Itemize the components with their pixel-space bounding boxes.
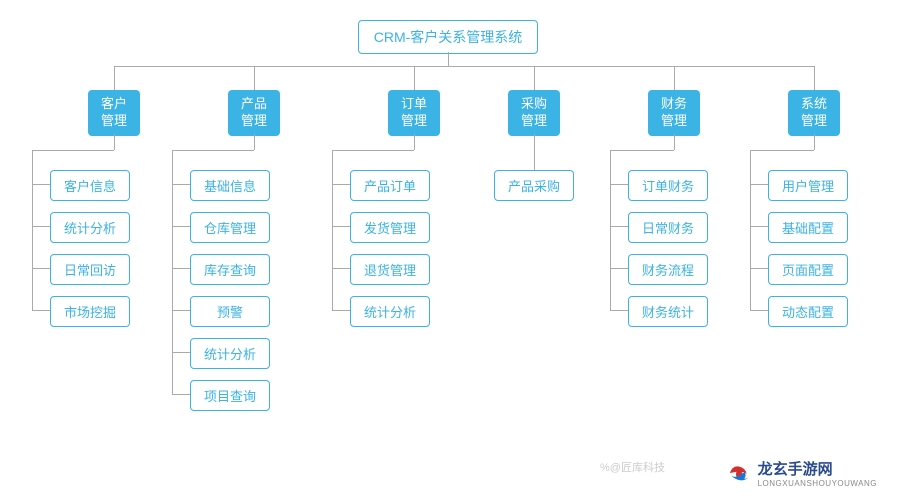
connector bbox=[114, 66, 115, 90]
connector bbox=[332, 150, 414, 151]
leaf-node: 用户管理 bbox=[768, 170, 848, 201]
root-node: CRM-客户关系管理系统 bbox=[358, 20, 538, 54]
connector bbox=[114, 134, 115, 150]
connector bbox=[172, 226, 190, 227]
category-order: 订单管理 bbox=[388, 90, 440, 136]
connector bbox=[414, 134, 415, 150]
leaf-node: 项目查询 bbox=[190, 380, 270, 411]
leaf-node: 统计分析 bbox=[50, 212, 130, 243]
connector bbox=[172, 310, 190, 311]
connector bbox=[610, 150, 611, 310]
connector bbox=[32, 268, 50, 269]
connector bbox=[750, 226, 768, 227]
connector bbox=[32, 150, 114, 151]
leaf-node: 基础信息 bbox=[190, 170, 270, 201]
leaf-node: 页面配置 bbox=[768, 254, 848, 285]
leaf-node: 客户信息 bbox=[50, 170, 130, 201]
connector bbox=[332, 268, 350, 269]
connector bbox=[610, 310, 628, 311]
connector bbox=[534, 66, 535, 90]
leaf-node: 动态配置 bbox=[768, 296, 848, 327]
connector bbox=[172, 352, 190, 353]
connector bbox=[114, 66, 814, 67]
connector bbox=[610, 150, 674, 151]
connector bbox=[332, 310, 350, 311]
connector bbox=[172, 394, 190, 395]
connector bbox=[814, 66, 815, 90]
watermark-brand: 龙玄手游网 bbox=[758, 458, 877, 479]
connector bbox=[172, 184, 190, 185]
watermark: 龙玄手游网 LONGXUANSHOUYOUWANG bbox=[726, 458, 877, 488]
leaf-node: 预警 bbox=[190, 296, 270, 327]
leaf-node: 订单财务 bbox=[628, 170, 708, 201]
connector bbox=[332, 226, 350, 227]
connector bbox=[254, 134, 255, 150]
leaf-node: 日常回访 bbox=[50, 254, 130, 285]
connector bbox=[674, 134, 675, 150]
connector bbox=[750, 150, 814, 151]
connector bbox=[750, 184, 768, 185]
leaf-node: 统计分析 bbox=[190, 338, 270, 369]
connector bbox=[332, 184, 350, 185]
connector bbox=[610, 268, 628, 269]
connector bbox=[610, 226, 628, 227]
connector bbox=[534, 134, 535, 170]
category-system: 系统管理 bbox=[788, 90, 840, 136]
connector bbox=[750, 268, 768, 269]
connector bbox=[414, 66, 415, 90]
faint-watermark: %@匠库科技 bbox=[600, 459, 665, 475]
leaf-node: 财务流程 bbox=[628, 254, 708, 285]
site-logo-icon bbox=[726, 460, 752, 486]
leaf-node: 库存查询 bbox=[190, 254, 270, 285]
connector bbox=[448, 52, 449, 66]
leaf-node: 基础配置 bbox=[768, 212, 848, 243]
category-product: 产品管理 bbox=[228, 90, 280, 136]
leaf-node: 市场挖掘 bbox=[50, 296, 130, 327]
leaf-node: 统计分析 bbox=[350, 296, 430, 327]
connector bbox=[814, 134, 815, 150]
leaf-node: 财务统计 bbox=[628, 296, 708, 327]
connector bbox=[332, 150, 333, 310]
connector bbox=[32, 226, 50, 227]
connector bbox=[32, 184, 50, 185]
connector bbox=[254, 66, 255, 90]
category-purchase: 采购管理 bbox=[508, 90, 560, 136]
leaf-node: 产品订单 bbox=[350, 170, 430, 201]
watermark-sub: LONGXUANSHOUYOUWANG bbox=[758, 479, 877, 488]
leaf-node: 仓库管理 bbox=[190, 212, 270, 243]
connector bbox=[750, 150, 751, 310]
leaf-node: 产品采购 bbox=[494, 170, 574, 201]
connector bbox=[172, 150, 254, 151]
connector bbox=[610, 184, 628, 185]
connector bbox=[172, 150, 173, 394]
leaf-node: 日常财务 bbox=[628, 212, 708, 243]
category-finance: 财务管理 bbox=[648, 90, 700, 136]
leaf-node: 发货管理 bbox=[350, 212, 430, 243]
connector bbox=[674, 66, 675, 90]
connector bbox=[32, 310, 50, 311]
category-customer: 客户管理 bbox=[88, 90, 140, 136]
connector bbox=[172, 268, 190, 269]
connector bbox=[750, 310, 768, 311]
leaf-node: 退货管理 bbox=[350, 254, 430, 285]
connector bbox=[32, 150, 33, 310]
